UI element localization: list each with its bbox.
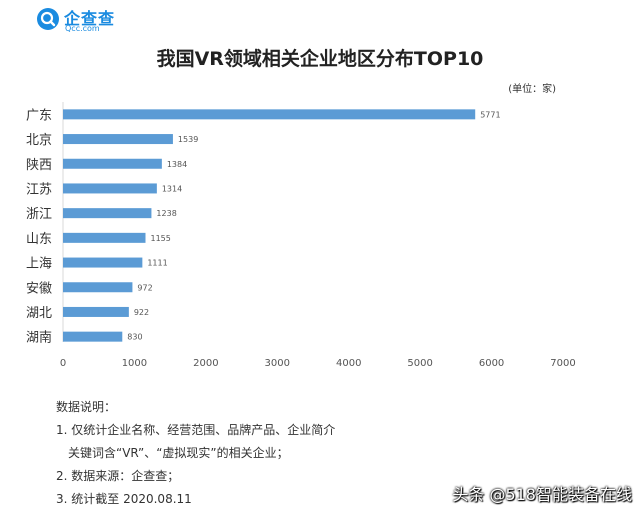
notes-line-1b: 关键词含“VR”、“虚拟现实”的相关企业； [68,446,289,460]
category-label: 上海 [26,257,52,272]
bar [63,331,123,342]
data-label: 1384 [167,160,187,169]
bar [63,306,129,317]
x-tick-label: 7000 [550,358,575,369]
data-label: 830 [127,333,142,342]
bar [63,208,152,219]
chart-title: 我国VR领域相关企业地区分布TOP10 [156,48,484,70]
bar [63,134,173,145]
logo-name: 企查查 [64,9,116,28]
x-tick-label: 1000 [122,358,147,369]
data-label: 1314 [162,184,182,193]
category-label: 广东 [26,108,52,123]
x-tick-label: 2000 [193,358,218,369]
data-label: 922 [134,308,149,317]
qcc-logo-icon [37,8,59,30]
bar [63,232,146,243]
qcc-logo: 企查查 Qcc.com [30,4,140,40]
category-label: 安徽 [26,281,52,296]
bar [63,158,162,169]
category-label: 江苏 [26,181,52,197]
data-label: 972 [137,283,152,292]
notes-line-1: 1. 仅统计企业名称、经营范围、品牌产品、企业简介 [56,423,336,437]
category-label: 陕西 [26,158,52,173]
bar-chart: 广东 5771 北京 1539 陕西 1384 江苏 1314 浙江 1238 山东 1155 上海 11… [26,102,576,369]
category-label: 山东 [26,232,52,247]
bar [63,282,133,293]
data-label: 1111 [147,259,167,268]
data-label: 5771 [480,110,500,119]
category-label: 湖北 [26,306,52,321]
data-notes: 数据说明： 1. 仅统计企业名称、经营范围、品牌产品、企业简介 关键词含“VR”… [56,396,335,511]
category-label: 湖南 [26,330,52,346]
notes-line-2: 2. 数据来源：企查查； [56,469,180,483]
notes-line-3: 3. 统计截至 2020.08.11 [56,492,192,506]
chart-unit: (单位：家) [508,84,556,95]
logo-subtitle: Qcc.com [65,24,100,33]
x-tick-label: 0 [60,358,66,369]
x-tick-label: 3000 [265,358,290,369]
x-tick-label: 4000 [336,358,361,369]
category-label: 北京 [26,133,52,148]
bar [63,109,476,120]
category-label: 浙江 [26,207,52,222]
notes-heading: 数据说明： [56,400,117,414]
bar [63,183,157,194]
bar [63,257,143,268]
data-label: 1155 [151,234,171,243]
x-tick-label: 5000 [407,358,432,369]
data-label: 1539 [178,135,198,144]
watermark: 头条 @518智能装备在线 [452,485,632,504]
data-label: 1238 [156,209,176,218]
x-tick-label: 6000 [479,358,504,369]
